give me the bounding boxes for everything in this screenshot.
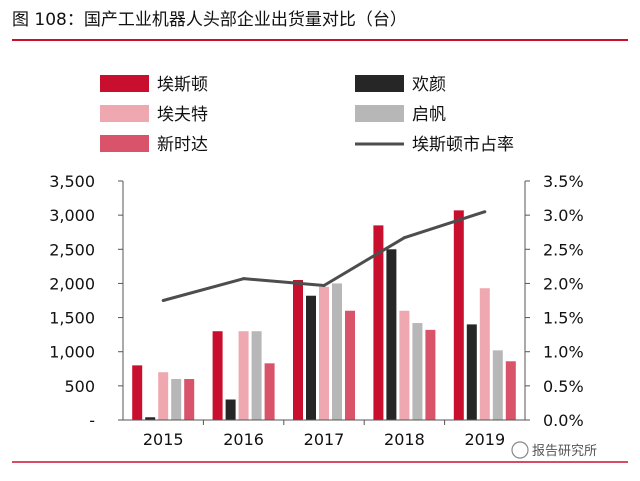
legend-swatch-inovance xyxy=(355,75,404,92)
wechat-icon xyxy=(511,441,529,459)
x-tick-label: 2019 xyxy=(464,430,505,449)
bar-step-2016 xyxy=(251,331,262,420)
x-tick-label: 2015 xyxy=(143,430,184,449)
right-tick-label: 2.5% xyxy=(543,240,584,259)
x-tick-label: 2018 xyxy=(384,430,425,449)
bar-step-2019 xyxy=(492,350,503,420)
share-point-2016 xyxy=(242,277,246,281)
bar-inovance-2018 xyxy=(386,249,397,420)
left-tick-label: 3,000 xyxy=(49,206,95,225)
legend-label-efort: 埃夫特 xyxy=(157,105,208,125)
legend-label-share_line: 埃斯顿市占率 xyxy=(412,135,514,155)
bar-inovance-2015 xyxy=(145,417,156,420)
right-axis: 0.0% 0.5% 1.0% 1.5% 2.0% 2.5% 3.0% 3.5% xyxy=(524,172,584,430)
bar-siasun-2018 xyxy=(425,329,436,420)
legend-swatch-step xyxy=(355,105,404,122)
left-tick-label: 2,000 xyxy=(49,274,95,293)
left-tick-label: 1,000 xyxy=(49,343,95,362)
bar-efort-2017 xyxy=(319,286,329,420)
right-tick-label: 0.5% xyxy=(543,377,584,396)
bar-inovance-2016 xyxy=(225,399,236,420)
bar-estun-2015 xyxy=(132,365,143,420)
bar-siasun-2015 xyxy=(184,379,195,420)
watermark-text: 报告研究所 xyxy=(532,444,597,459)
x-tick-label: 2016 xyxy=(223,430,264,449)
share-line-group xyxy=(161,210,487,302)
bar-estun-2016 xyxy=(212,331,223,420)
bar-inovance-2017 xyxy=(306,295,316,420)
legend-swatch-efort xyxy=(100,105,149,122)
left-tick-label: 3,500 xyxy=(49,172,95,191)
legend-swatch-siasun xyxy=(100,135,149,152)
bars-group xyxy=(132,210,516,420)
legend-label-step: 启帆 xyxy=(412,105,446,125)
share-point-2018 xyxy=(402,236,406,240)
bar-siasun-2016 xyxy=(264,363,275,420)
right-tick-label: 1.0% xyxy=(543,343,584,362)
bar-estun-2017 xyxy=(293,280,303,420)
legend-label-estun: 埃斯顿 xyxy=(157,75,208,95)
legend-label-siasun: 新时达 xyxy=(157,135,208,155)
right-tick-label: 0.0% xyxy=(543,411,584,430)
right-tick-label: 1.5% xyxy=(543,309,584,328)
share-point-2017 xyxy=(322,283,326,287)
bar-efort-2018 xyxy=(399,310,410,420)
bar-efort-2015 xyxy=(158,372,169,420)
bar-siasun-2017 xyxy=(345,310,355,420)
right-tick-label: 3.5% xyxy=(543,172,584,191)
bar-step-2015 xyxy=(171,379,182,420)
bar-estun-2019 xyxy=(453,210,464,420)
right-tick-label: 3.0% xyxy=(543,206,584,225)
wechat-watermark: 报告研究所 xyxy=(511,441,597,459)
legend-swatch-estun xyxy=(100,75,149,92)
bar-estun-2018 xyxy=(373,225,384,420)
left-tick-label: 500 xyxy=(64,377,95,396)
bar-efort-2016 xyxy=(238,331,249,420)
left-tick-label: - xyxy=(89,411,95,430)
share-point-2019 xyxy=(483,210,487,214)
right-tick-label: 2.0% xyxy=(543,274,584,293)
left-tick-label: 1,500 xyxy=(49,309,95,328)
legend-label-inovance: 欢颜 xyxy=(412,75,446,95)
share-point-2015 xyxy=(161,299,165,302)
bar-step-2017 xyxy=(332,283,342,420)
bar-inovance-2019 xyxy=(466,324,477,420)
bar-efort-2019 xyxy=(479,288,490,420)
chart-title: 图 108：国产工业机器人头部企业出货量对比（台） xyxy=(12,10,407,30)
left-axis: - 500 1,000 1,500 2,000 2,500 3,000 3,500 xyxy=(49,172,124,430)
x-axis: 2015 2016 2017 2018 2019 xyxy=(123,419,525,449)
bar-siasun-2019 xyxy=(505,361,516,420)
bar-step-2018 xyxy=(412,323,423,420)
x-tick-label: 2017 xyxy=(304,430,345,449)
left-tick-label: 2,500 xyxy=(49,240,95,259)
